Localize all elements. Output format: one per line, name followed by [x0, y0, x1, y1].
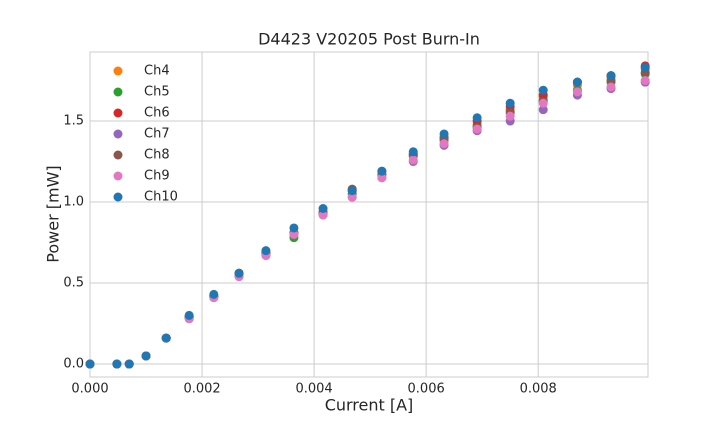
point [538, 85, 548, 95]
legend-marker [113, 87, 123, 97]
point [209, 289, 219, 299]
chart-title: D4423 V20205 Post Burn-In [258, 30, 480, 49]
point [472, 113, 482, 123]
legend-marker [113, 171, 123, 181]
point [606, 71, 616, 81]
point [318, 204, 328, 214]
point [85, 359, 95, 369]
point [234, 268, 244, 278]
point [347, 192, 357, 202]
point [141, 351, 151, 361]
x-axis-label: Current [A] [325, 396, 414, 415]
point [124, 359, 134, 369]
point [505, 98, 515, 108]
legend-label: Ch4 [144, 64, 170, 79]
point [112, 359, 122, 369]
point [439, 139, 449, 149]
legend-label: Ch7 [144, 127, 170, 142]
y-tick-label: 0.0 [63, 357, 84, 372]
x-tick-label: 0.008 [520, 382, 557, 397]
y-tick-label: 0.5 [63, 276, 84, 291]
point [318, 210, 328, 220]
point [538, 105, 548, 115]
legend-marker [113, 108, 123, 118]
x-tick-label: 0.004 [295, 382, 332, 397]
point [408, 155, 418, 165]
y-tick-label: 1.0 [63, 195, 84, 210]
legend-marker [113, 66, 123, 76]
point [161, 333, 171, 343]
point [184, 310, 194, 320]
x-tick-label: 0.002 [183, 382, 220, 397]
point [408, 147, 418, 157]
legend-label: Ch8 [144, 148, 170, 163]
y-tick-label: 1.5 [63, 114, 84, 129]
point [572, 77, 582, 87]
point [377, 173, 387, 183]
legend-marker [113, 192, 123, 202]
point [538, 98, 548, 108]
y-axis-label: Power [mW] [44, 165, 63, 262]
legend-label: Ch5 [144, 85, 170, 100]
point [261, 246, 271, 256]
point [289, 223, 299, 233]
plot-area [89, 51, 649, 378]
legend-label: Ch9 [144, 169, 170, 184]
x-tick-label: 0.006 [408, 382, 445, 397]
x-tick-label: 0.000 [71, 382, 108, 397]
grid [89, 52, 648, 377]
point [347, 186, 357, 196]
point [505, 111, 515, 121]
point [640, 76, 650, 86]
point [606, 82, 616, 92]
series [85, 63, 650, 369]
legend-label: Ch6 [144, 106, 170, 121]
legend-marker [113, 129, 123, 139]
point [640, 63, 650, 73]
point [289, 229, 299, 239]
legend-marker [113, 150, 123, 160]
point [439, 129, 449, 139]
point [377, 166, 387, 176]
point [472, 124, 482, 134]
point [572, 87, 582, 97]
legend-label: Ch10 [144, 190, 178, 205]
